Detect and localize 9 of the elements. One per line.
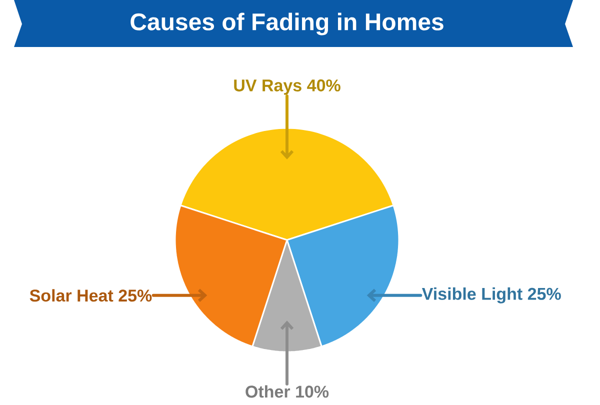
data-label: 25% (528, 288, 561, 300)
slice-label: Visible Light (422, 287, 522, 304)
data-label: 40% (307, 79, 340, 92)
slice-label: UV Rays (234, 80, 302, 95)
slice-label: Other (246, 385, 290, 398)
data-label: 10% (296, 386, 329, 398)
data-label: 25% (118, 290, 152, 302)
slice-label: Solar Heat (30, 289, 114, 302)
chart-title: Causes of Fading in Homes (130, 12, 444, 36)
